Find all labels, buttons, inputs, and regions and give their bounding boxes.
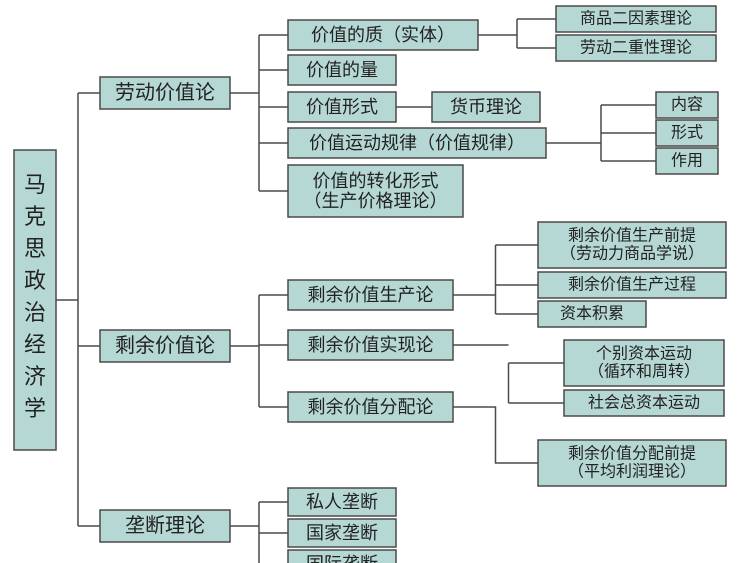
labor-2-label: 价值形式: [306, 97, 378, 117]
l1-node-1-label: 剩余价值论: [115, 334, 215, 357]
prod-0-sublabel: （劳动力商品学说）: [560, 244, 704, 262]
root-char-7: 学: [24, 396, 46, 421]
law-0-label: 内容: [671, 96, 703, 114]
law-2-label: 作用: [671, 152, 703, 170]
root-char-5: 经: [24, 332, 46, 357]
money-label: 货币理论: [450, 97, 522, 117]
labor-4-label: 价值的转化形式: [313, 171, 439, 191]
labor-3-label: 价值运动规律（价值规律）: [309, 133, 525, 153]
conn-prod: [453, 245, 538, 314]
quality-0-label: 商品二因素理论: [580, 10, 692, 28]
root-char-3: 政: [24, 268, 46, 293]
labor-4-sublabel: （生产价格理论）: [304, 191, 448, 211]
conn-quality: [478, 19, 556, 48]
root-char-0: 马: [24, 172, 46, 197]
root-char-1: 克: [24, 204, 46, 229]
root-char-4: 治: [24, 300, 46, 325]
l1-node-2-label: 垄断理论: [125, 514, 205, 537]
surplus-0-label: 剩余价值生产论: [308, 285, 434, 305]
root-char-6: 济: [24, 364, 46, 389]
prod-1-label: 剩余价值生产过程: [568, 275, 696, 294]
conn-surplus: [230, 295, 288, 407]
conn-law: [546, 105, 656, 161]
realize-1-label: 社会总资本运动: [588, 394, 700, 412]
labor-0-label: 价值的质（实体）: [311, 25, 455, 45]
conn-realize: [453, 345, 564, 403]
conn-root-l1: [56, 93, 100, 526]
labor-1-label: 价值的量: [306, 60, 378, 80]
realize-0-label: 个别资本运动: [596, 345, 692, 363]
prod-0-label: 剩余价值生产前提: [568, 226, 696, 245]
conn-distribute: [453, 407, 538, 463]
surplus-1-label: 剩余价值实现论: [308, 335, 434, 355]
distribute-0-sublabel: （平均利润理论）: [568, 462, 696, 480]
distribute-0-label: 剩余价值分配前提: [568, 444, 696, 463]
monopoly-1-label: 国家垄断: [306, 523, 378, 543]
monopoly-2-label: 国际垄断: [306, 554, 378, 563]
surplus-2-label: 剩余价值分配论: [308, 397, 434, 417]
prod-2-label: 资本积累: [560, 305, 624, 323]
conn-monopoly: [230, 502, 288, 563]
law-1-label: 形式: [671, 124, 703, 142]
quality-1-label: 劳动二重性理论: [580, 39, 692, 57]
l1-node-0-label: 劳动价值论: [115, 81, 215, 104]
conn-labor: [230, 35, 288, 191]
realize-0-sublabel: （循环和周转）: [588, 362, 700, 380]
root-char-2: 思: [24, 236, 46, 261]
monopoly-0-label: 私人垄断: [306, 492, 378, 512]
